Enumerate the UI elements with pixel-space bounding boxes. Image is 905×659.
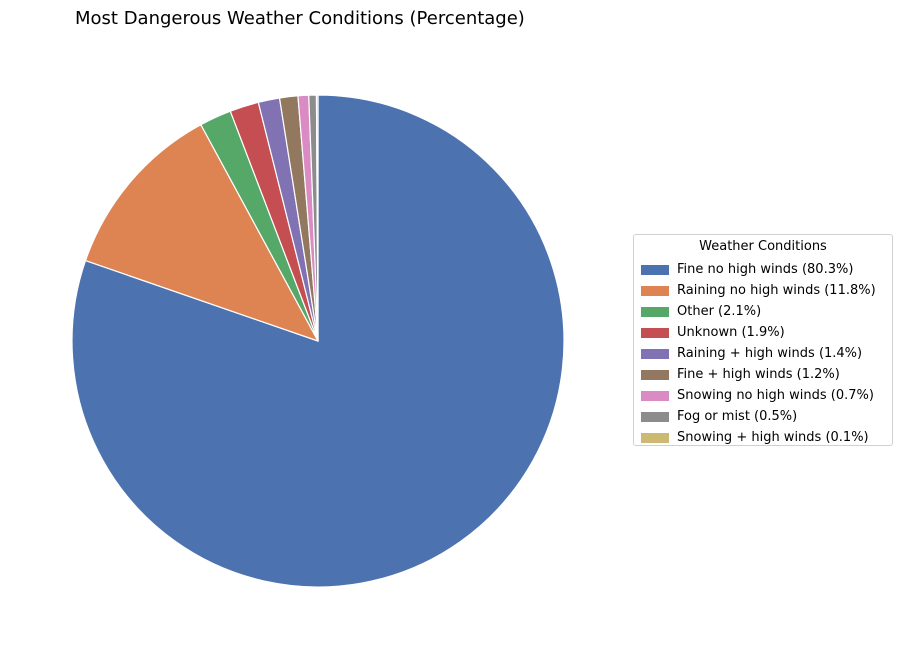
legend-label: Other (2.1%) [677,304,762,319]
legend-label: Snowing + high winds (0.1%) [677,430,869,445]
legend-label: Raining no high winds (11.8%) [677,283,876,298]
legend-item: Unknown (1.9%) [641,322,876,343]
legend-item: Raining + high winds (1.4%) [641,343,876,364]
legend-item: Fine no high winds (80.3%) [641,259,876,280]
legend-item: Fog or mist (0.5%) [641,406,876,427]
legend-label: Fine + high winds (1.2%) [677,367,840,382]
legend-swatch [641,306,669,317]
legend-swatch [641,285,669,296]
legend-label: Raining + high winds (1.4%) [677,346,863,361]
legend-item: Fine + high winds (1.2%) [641,364,876,385]
legend-label: Unknown (1.9%) [677,325,785,340]
legend-item: Other (2.1%) [641,301,876,322]
legend-swatch [641,369,669,380]
legend-title: Weather Conditions [699,239,827,254]
legend-swatch [641,327,669,338]
chart-title: Most Dangerous Weather Conditions (Perce… [75,8,525,29]
legend-label: Snowing no high winds (0.7%) [677,388,874,403]
pie-slice-1 [84,124,319,342]
chart-legend: Weather Conditions Fine no high winds (8… [633,234,893,446]
legend-swatch [641,390,669,401]
legend-item: Raining no high winds (11.8%) [641,280,876,301]
legend-label: Fine no high winds (80.3%) [677,262,854,277]
legend-swatch [641,348,669,359]
pie-slices [71,94,565,588]
legend-swatch [641,432,669,443]
legend-label: Fog or mist (0.5%) [677,409,798,424]
pie-slice-8 [315,94,319,342]
legend-list: Fine no high winds (80.3%) Raining no hig… [641,259,876,448]
legend-item: Snowing + high winds (0.1%) [641,427,876,448]
legend-swatch [641,264,669,275]
legend-swatch [641,411,669,422]
legend-item: Snowing no high winds (0.7%) [641,385,876,406]
